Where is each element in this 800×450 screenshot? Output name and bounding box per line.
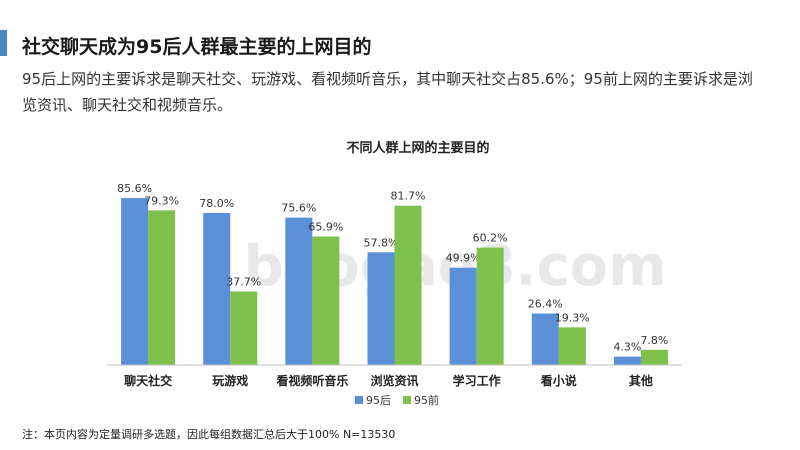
category-label-4: 学习工作 [453,373,501,388]
category-label-3: 浏览资讯 [370,373,418,388]
bar-chart: 不同人群上网的主要目的baogao8.com85.6%79.3%聊天社交78.0… [107,140,682,407]
bar-pre95-6 [640,349,668,365]
bar-post95-5 [531,313,559,365]
category-label-6: 其他 [629,373,653,388]
bar-post95-2 [285,217,313,365]
data-label-pre95-6: 7.8% [640,334,668,347]
data-label-pre95-1: 37.7% [226,275,261,288]
bar-pre95-0 [148,210,176,365]
data-label-post95-6: 4.3% [613,341,641,354]
data-label-pre95-0: 79.3% [144,194,179,207]
data-label-pre95-3: 81.7% [391,190,426,203]
bar-post95-0 [121,198,149,365]
category-label-1: 玩游戏 [212,373,248,388]
bar-pre95-5 [558,327,586,365]
bar-pre95-1 [230,291,258,365]
slide-subtitle: 95后上网的主要诉求是聊天社交、玩游戏、看视频听音乐，其中聊天社交占85.6%；… [22,70,753,114]
bar-post95-1 [203,212,231,365]
data-label-post95-5: 26.4% [528,298,563,311]
bar-pre95-3 [394,205,422,365]
data-label-post95-3: 57.8% [364,236,399,249]
data-label-pre95-2: 65.9% [308,220,343,233]
legend-label-pre95: 95前 [414,393,439,407]
bar-pre95-4 [476,247,504,365]
category-label-2: 看视频听音乐 [276,373,348,388]
legend-swatch-pre95 [403,396,411,404]
bar-post95-6 [613,356,641,365]
slide-title: 社交聊天成为95后人群最主要的上网目的 [22,36,372,58]
footnote: 注：本页内容为定量调研多选题，因此每组数据汇总后大于100% N=13530 [22,428,396,441]
title-accent-bar [0,30,7,56]
data-label-pre95-5: 19.3% [555,311,590,324]
data-label-post95-2: 75.6% [281,202,316,215]
legend-label-post95: 95后 [366,394,391,407]
chart-title: 不同人群上网的主要目的 [346,140,489,156]
bar-post95-4 [449,267,477,365]
data-label-post95-4: 49.9% [446,252,481,265]
data-label-post95-1: 78.0% [199,197,234,210]
data-label-pre95-4: 60.2% [473,232,508,245]
bar-post95-3 [367,252,395,365]
legend-swatch-post95 [355,396,363,404]
category-label-5: 看小说 [541,373,577,388]
chart-container: 不同人群上网的主要目的 baogao8.com 85.6% 79.3% 聊天社交 78.0… [0,130,800,420]
data-label-post95-0: 85.6% [117,182,152,195]
bar-pre95-2 [312,236,340,365]
category-label-0: 聊天社交 [124,373,172,388]
